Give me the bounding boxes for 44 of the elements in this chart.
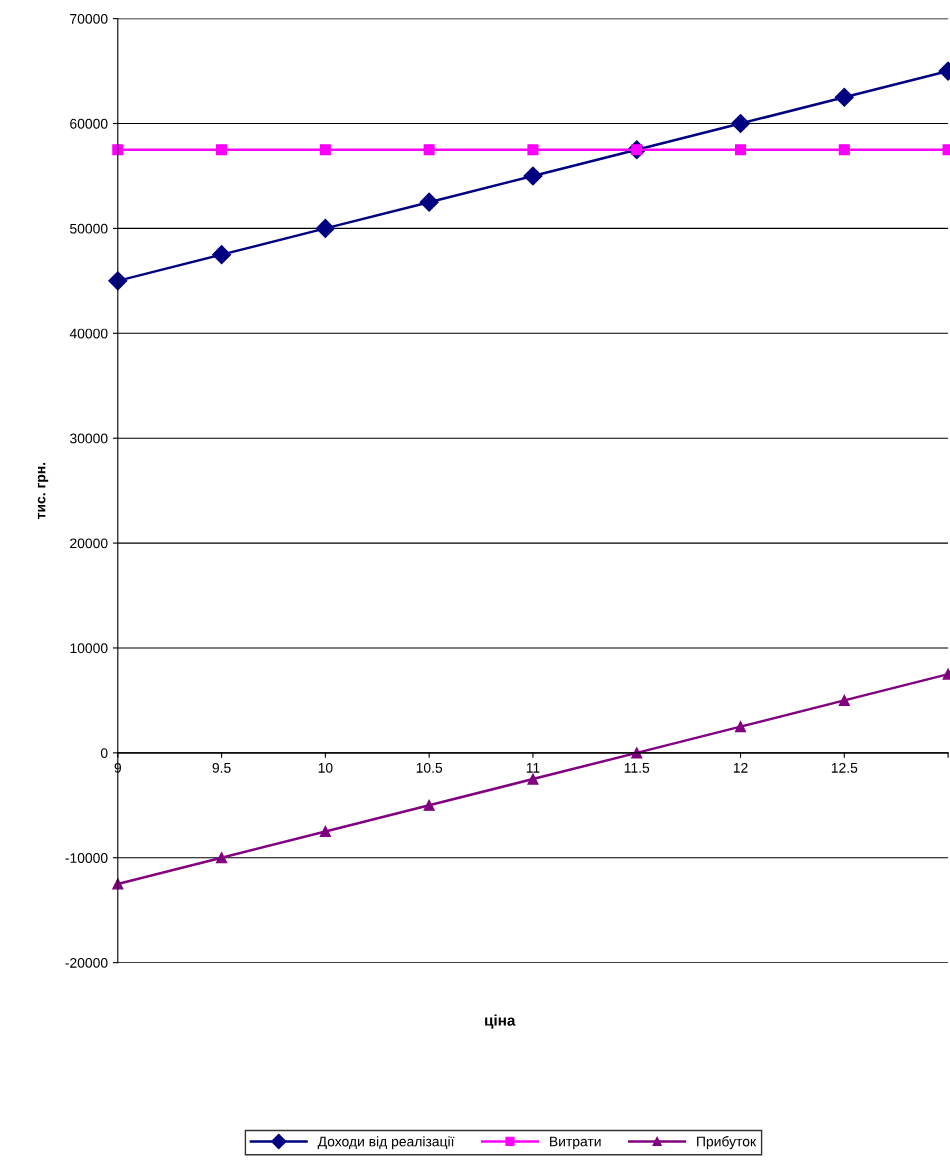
point (527, 773, 539, 785)
x-tick-label: 9.5 (212, 762, 231, 773)
x-axis-title: ціна (485, 1014, 516, 1029)
y-tick-label: -10000 (65, 853, 108, 863)
point (315, 218, 335, 238)
point (216, 144, 228, 156)
point (523, 166, 543, 186)
point (838, 694, 850, 706)
legend-label: Прибуток (697, 1136, 757, 1150)
x-tick-label: 12.5 (831, 762, 858, 773)
point (216, 852, 228, 864)
point (212, 245, 232, 265)
point (423, 799, 435, 811)
x-tick-label: 10 (318, 762, 333, 773)
y-tick-label: 20000 (70, 538, 108, 549)
point (734, 721, 747, 733)
y-tick-label: -20000 (65, 957, 108, 968)
y-tick-label: 30000 (69, 433, 108, 444)
point (423, 144, 435, 156)
point (631, 747, 643, 759)
x-tick-label: 10.5 (416, 762, 443, 773)
point (730, 113, 751, 134)
x-tick-label: 11.5 (624, 763, 650, 773)
point (112, 878, 124, 890)
point (527, 144, 539, 156)
point (112, 144, 124, 156)
y-tick-label: 0 (100, 748, 108, 759)
point (108, 271, 128, 291)
y-tick-label: 70000 (70, 13, 108, 24)
point (419, 192, 439, 212)
point (734, 144, 747, 156)
point (319, 144, 331, 156)
x-tick-label: 11 (526, 763, 540, 773)
legend-label: Доходи від реалізації (317, 1136, 455, 1150)
y-tick-label: 40000 (69, 328, 108, 339)
y-axis-title: тис. грн. (37, 462, 49, 519)
point (838, 144, 850, 156)
y-tick-label: 10000 (70, 643, 108, 654)
x-tick-label: 12 (733, 762, 748, 773)
point (834, 87, 854, 107)
y-tick-label: 60000 (70, 118, 108, 129)
legend-label: Витрати (550, 1136, 601, 1150)
point (319, 825, 331, 838)
y-tick-label: 50000 (70, 223, 108, 234)
